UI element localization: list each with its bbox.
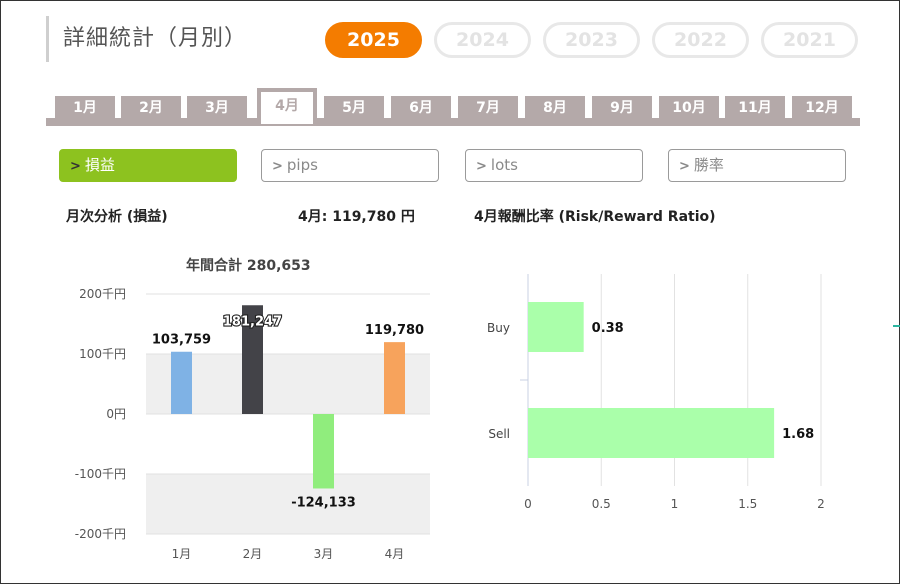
month-tab-3[interactable]: 3月 xyxy=(187,96,247,120)
metric-tab-pips[interactable]: > pips xyxy=(261,149,439,182)
month-tab-4[interactable]: 4月 xyxy=(257,88,317,124)
month-tabs: 1月 2月 3月 4月 5月 6月 7月 8月 9月 10月 11月 12月 xyxy=(46,86,860,126)
bar-sell xyxy=(528,408,775,458)
month-tab-5[interactable]: 5月 xyxy=(324,96,384,120)
year-button-2023[interactable]: 2023 xyxy=(543,22,640,58)
y-tick-label: 100千円 xyxy=(79,347,126,361)
month-tab-9[interactable]: 9月 xyxy=(592,96,652,120)
x-tick-label: 0 xyxy=(524,497,532,511)
x-tick-label: 4月 xyxy=(385,547,405,561)
data-label: 1.68 xyxy=(782,427,814,442)
y-tick-label: -100千円 xyxy=(75,467,126,481)
x-tick-label: 3月 xyxy=(314,547,334,561)
year-button-2022[interactable]: 2022 xyxy=(652,22,749,58)
year-button-2021[interactable]: 2021 xyxy=(761,22,858,58)
x-tick-label: 1 xyxy=(671,497,679,511)
grid-band xyxy=(146,354,430,414)
metric-tab-pnl[interactable]: > 損益 xyxy=(59,149,237,182)
data-label: 103,759 xyxy=(152,333,211,348)
x-tick-label: 0.5 xyxy=(592,497,611,511)
monthly-pnl-chart: 200千円 100千円 0円 -100千円 -200千円 103,759 1月 181,247… xyxy=(75,287,430,561)
bar-buy xyxy=(528,302,584,352)
year-button-2025[interactable]: 2025 xyxy=(325,22,422,58)
chevron-right-icon: > xyxy=(272,159,283,174)
x-tick-label: 2月 xyxy=(243,547,263,561)
month-summary: 4月: 119,780 円 xyxy=(298,209,415,225)
metric-tab-lots[interactable]: > lots xyxy=(465,149,643,182)
data-label: 0.38 xyxy=(592,321,624,336)
month-tab-1[interactable]: 1月 xyxy=(55,96,115,120)
month-tab-7[interactable]: 7月 xyxy=(458,96,518,120)
y-tick-label: 200千円 xyxy=(79,287,126,301)
metric-tab-winrate[interactable]: > 勝率 xyxy=(668,149,846,182)
y-tick-label: 0円 xyxy=(106,407,126,421)
month-tab-8[interactable]: 8月 xyxy=(525,96,585,120)
edge-marker xyxy=(893,325,900,327)
grid-band xyxy=(146,474,430,534)
month-tab-12[interactable]: 12月 xyxy=(792,96,852,120)
bar-2 xyxy=(242,305,263,414)
month-tab-11[interactable]: 11月 xyxy=(725,96,785,120)
x-tick-label: 1.5 xyxy=(738,497,757,511)
annual-total: 年間合計 280,653 xyxy=(186,258,311,274)
y-category-label: Sell xyxy=(488,427,510,441)
data-label: -124,133 xyxy=(291,495,356,510)
bar-3 xyxy=(313,414,334,489)
month-tab-6[interactable]: 6月 xyxy=(391,96,451,120)
monthly-analysis-title: 月次分析 (損益) xyxy=(66,209,168,225)
page-title: 詳細統計（月別） xyxy=(46,16,247,62)
bar-4 xyxy=(384,342,405,414)
chevron-right-icon: > xyxy=(70,159,81,174)
month-tab-2[interactable]: 2月 xyxy=(121,96,181,120)
rr-ratio-chart: 0 0.5 1 1.5 2 0.38 Buy 1.68 Sell xyxy=(487,274,825,511)
x-tick-label: 1月 xyxy=(172,547,192,561)
rr-ratio-title: 4月報酬比率 (Risk/Reward Ratio) xyxy=(474,209,716,225)
year-button-2024[interactable]: 2024 xyxy=(434,22,531,58)
chevron-right-icon: > xyxy=(476,159,487,174)
month-tabs-baseline xyxy=(46,118,860,126)
data-label: 119,780 xyxy=(365,323,424,338)
x-tick-label: 2 xyxy=(817,497,825,511)
y-tick-label: -200千円 xyxy=(75,527,126,541)
y-category-label: Buy xyxy=(487,321,510,335)
data-label: 181,247 xyxy=(223,314,282,329)
year-selector: 2025 2024 2023 2022 2021 xyxy=(325,22,858,58)
month-tab-10[interactable]: 10月 xyxy=(659,96,719,120)
bar-1 xyxy=(171,351,192,414)
chevron-right-icon: > xyxy=(679,159,690,174)
